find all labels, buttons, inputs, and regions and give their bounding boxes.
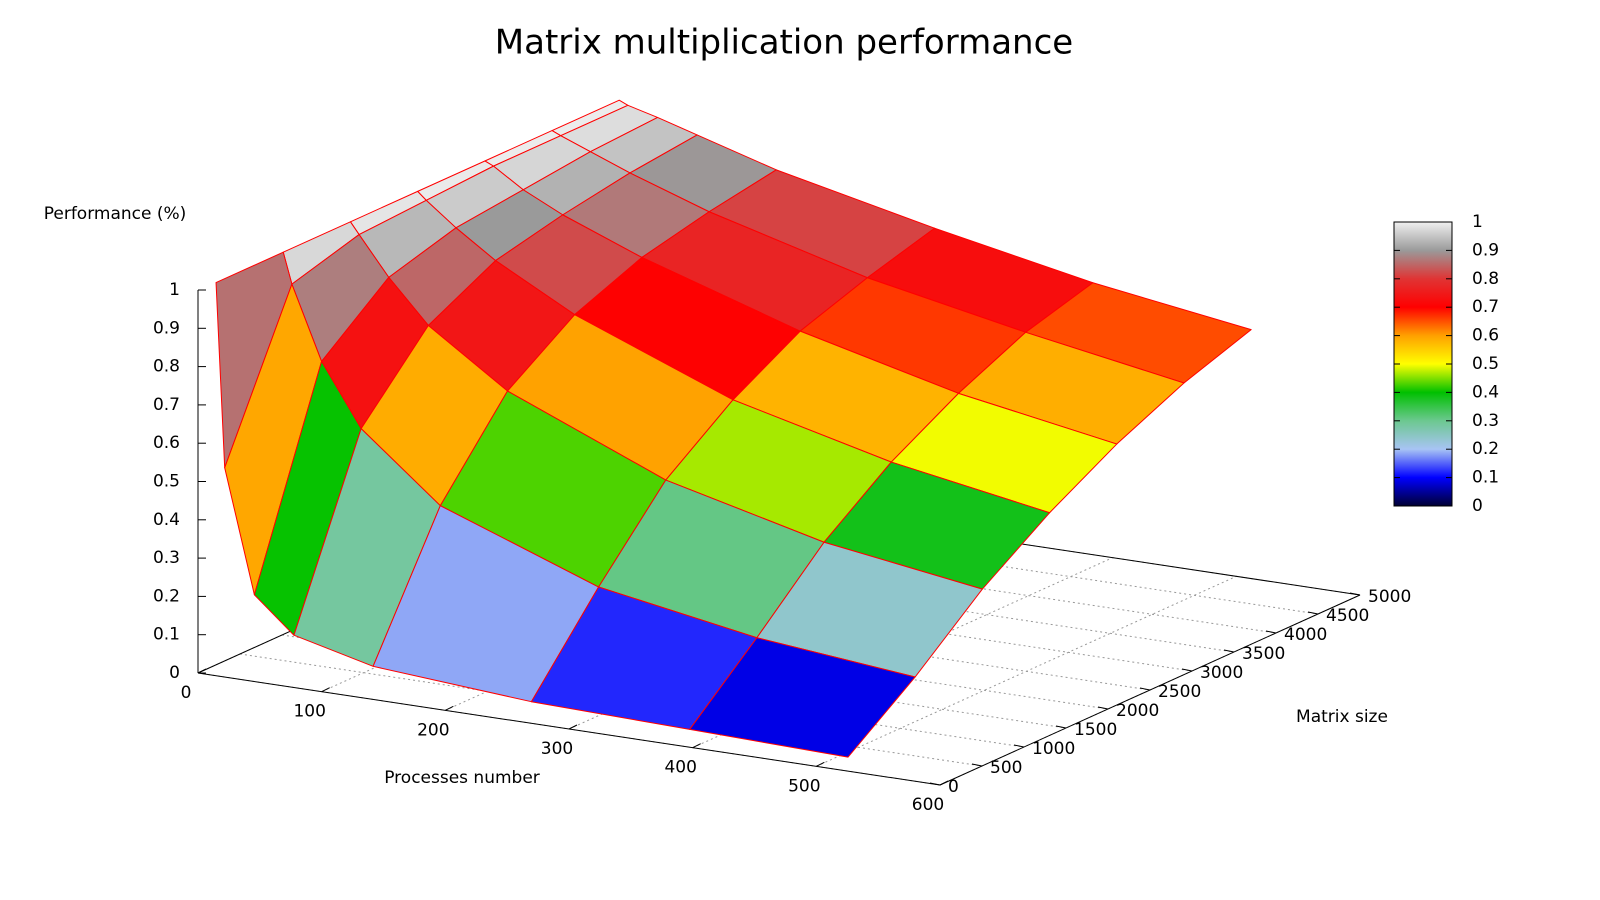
y-tick <box>1139 687 1151 691</box>
y-tick-label: 4000 <box>1284 625 1327 645</box>
y-tick-label: 3500 <box>1242 644 1285 664</box>
z-tick-label: 0.9 <box>153 318 180 338</box>
y-tick-label: 3000 <box>1200 663 1243 683</box>
colorbar <box>1393 221 1453 507</box>
z-tick-label: 0.4 <box>153 510 180 530</box>
y-tick <box>971 763 983 767</box>
y-tick <box>1055 725 1067 729</box>
surface-patch <box>689 637 916 758</box>
z-tick-label: 0 <box>169 663 180 683</box>
y-tick-label: 5000 <box>1368 587 1411 607</box>
colorbar-tick-label: 0.9 <box>1472 240 1499 260</box>
z-tick-label: 0.3 <box>153 548 180 568</box>
x-tick-label: 400 <box>664 758 696 778</box>
y-tick-label: 4500 <box>1326 606 1369 626</box>
y-tick <box>1223 649 1235 653</box>
y-tick-label: 1000 <box>1032 739 1075 759</box>
y-tick <box>1349 592 1361 596</box>
colorbar-tick-label: 1 <box>1472 212 1483 232</box>
z-axis-label: Performance (%) <box>44 204 187 224</box>
y-tick-label: 500 <box>990 758 1022 778</box>
x-tick-label: 100 <box>293 702 325 722</box>
colorbar-tick-label: 0.6 <box>1472 326 1499 346</box>
colorbar-tick-label: 0 <box>1472 496 1483 516</box>
z-tick-label: 0.8 <box>153 357 180 377</box>
y-tick <box>1307 611 1319 615</box>
y-tick-label: 2000 <box>1116 701 1159 721</box>
y-tick <box>929 782 941 786</box>
x-tick-label: 200 <box>417 720 449 740</box>
z-tick-label: 1 <box>169 280 180 300</box>
colorbar-tick-label: 0.7 <box>1472 297 1499 317</box>
x-tick <box>939 780 949 786</box>
y-axis-label: Matrix size <box>1296 707 1388 727</box>
x-axis-label: Processes number <box>384 768 540 788</box>
x-tick-label: 300 <box>541 739 573 759</box>
z-tick-label: 0.2 <box>153 586 180 606</box>
z-tick-label: 0.5 <box>153 472 180 492</box>
x-tick <box>692 743 701 749</box>
y-tick-label: 1500 <box>1074 720 1117 740</box>
z-tick-label: 0.7 <box>153 395 180 415</box>
x-tick <box>445 705 454 711</box>
y-tick-label: 2500 <box>1158 682 1201 702</box>
x-tick <box>197 668 207 674</box>
colorbar-tick-label: 0.2 <box>1472 439 1499 459</box>
z-tick-label: 0.1 <box>153 625 180 645</box>
colorbar-tick-label: 0.4 <box>1472 382 1499 402</box>
x-tick-label: 600 <box>912 795 944 815</box>
colorbar-tick-label: 0.3 <box>1472 411 1499 431</box>
chart-title: Matrix multiplication performance <box>495 23 1073 63</box>
y-tick <box>1097 706 1109 710</box>
y-tick <box>1181 668 1193 672</box>
x-tick <box>321 687 330 693</box>
grid-line <box>816 575 1237 767</box>
x-tick-label: 500 <box>788 776 820 796</box>
y-tick <box>1013 744 1025 748</box>
y-tick <box>1265 630 1277 634</box>
z-tick-label: 0.6 <box>153 433 180 453</box>
x-tick <box>816 761 825 767</box>
colorbar-tick-label: 0.1 <box>1472 468 1499 488</box>
y-tick-label: 0 <box>948 777 959 797</box>
colorbar-tick-label: 0.5 <box>1472 354 1499 374</box>
x-tick-label: 0 <box>181 683 192 703</box>
colorbar-tick-label: 0.8 <box>1472 269 1499 289</box>
x-tick <box>568 724 578 730</box>
